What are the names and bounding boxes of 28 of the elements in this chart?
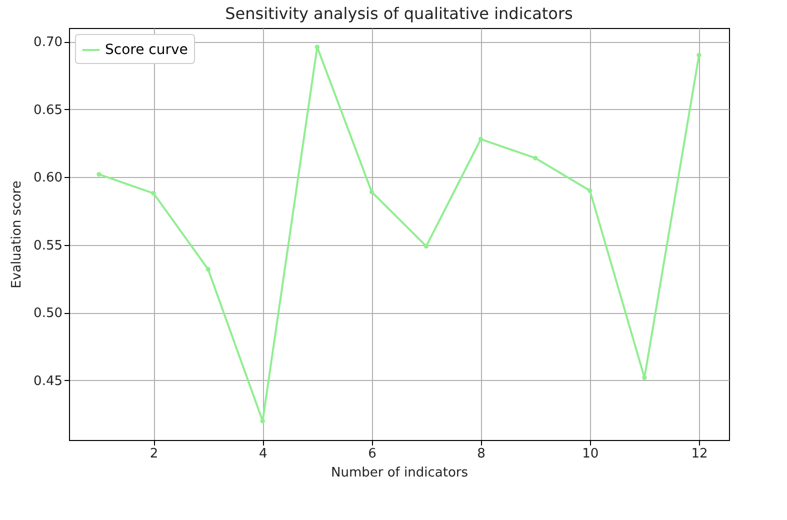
x-axis-title: Number of indicators xyxy=(330,466,468,480)
y-axis-title: Evaluation score xyxy=(10,180,25,288)
point xyxy=(96,172,102,177)
point xyxy=(260,418,265,424)
point xyxy=(369,190,374,194)
x-tick-label: 4 xyxy=(258,446,268,462)
point xyxy=(151,191,156,196)
y-tick-label: 0.45 xyxy=(34,374,62,389)
x-tick-label: 10 xyxy=(582,446,599,462)
point xyxy=(314,44,320,50)
x-tick-label: 8 xyxy=(477,446,486,462)
point xyxy=(696,52,702,58)
x-tick-label: 12 xyxy=(691,446,708,462)
y-tick-label: 0.50 xyxy=(34,306,62,322)
y-tick-label: 0.60 xyxy=(34,170,62,186)
y-tick-label: 0.70 xyxy=(34,35,62,50)
x-tick-label: 2 xyxy=(150,446,158,462)
point xyxy=(588,188,592,193)
x-tick-label: 6 xyxy=(368,446,376,462)
y-tick-label: 0.55 xyxy=(34,238,62,254)
point xyxy=(424,244,429,249)
point xyxy=(533,156,538,160)
chart-title: Sensitivity analysis of qualitative indicators xyxy=(225,4,573,23)
legend-label: Score curve xyxy=(105,42,188,58)
point xyxy=(478,136,484,142)
y-tick-label: 0.65 xyxy=(34,102,62,118)
point xyxy=(642,375,647,380)
point xyxy=(206,266,210,272)
